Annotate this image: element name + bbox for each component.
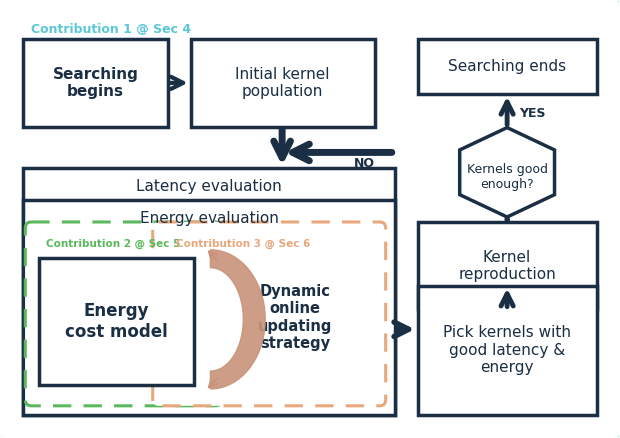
Bar (39, 258, 193, 385)
Text: Kernel
reproduction: Kernel reproduction (458, 250, 556, 282)
Text: Energy evaluation: Energy evaluation (140, 211, 278, 226)
FancyBboxPatch shape (25, 222, 221, 406)
Polygon shape (459, 127, 554, 217)
Bar (417, 286, 596, 415)
Bar (24, 39, 167, 127)
Text: Pick kernels with
good latency &
energy: Pick kernels with good latency & energy (443, 325, 571, 375)
Bar (24, 200, 394, 415)
Text: Contribution 3 @ Sec 6: Contribution 3 @ Sec 6 (175, 239, 310, 249)
Text: Dynamic
online
updating
strategy: Dynamic online updating strategy (258, 284, 332, 351)
Text: Initial kernel
population: Initial kernel population (236, 67, 330, 99)
Text: Latency evaluation: Latency evaluation (136, 179, 282, 194)
Bar (190, 39, 374, 127)
Text: Searching ends: Searching ends (448, 59, 566, 74)
Text: YES: YES (519, 107, 546, 120)
Text: Energy
cost model: Energy cost model (65, 302, 168, 341)
Bar (24, 168, 394, 415)
Bar (417, 39, 596, 94)
Text: Searching
begins: Searching begins (53, 67, 138, 99)
Polygon shape (210, 250, 265, 389)
Text: Contribution 1 @ Sec 4: Contribution 1 @ Sec 4 (31, 23, 192, 36)
Text: Contribution 2 @ Sec 5: Contribution 2 @ Sec 5 (46, 239, 180, 249)
FancyBboxPatch shape (153, 222, 386, 406)
Bar (417, 222, 596, 309)
Text: NO: NO (354, 157, 375, 170)
Text: Kernels good
enough?: Kernels good enough? (467, 163, 547, 191)
